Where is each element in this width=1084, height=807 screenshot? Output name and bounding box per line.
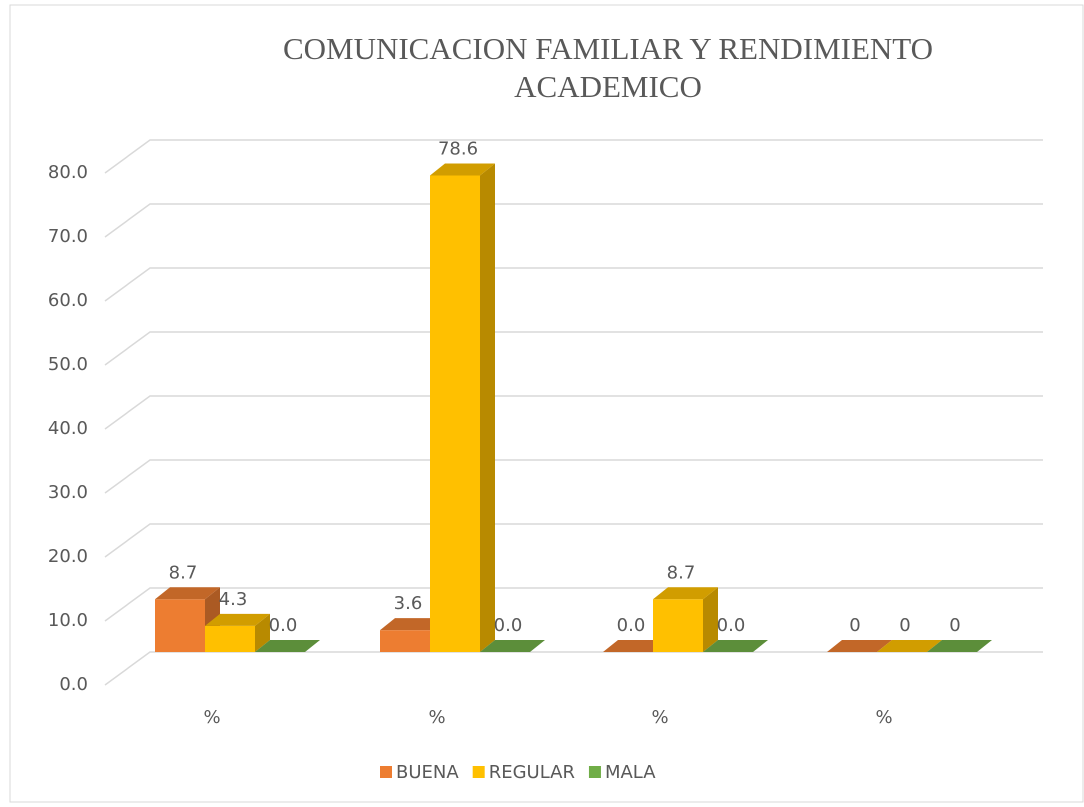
legend-swatch [588, 766, 601, 778]
bar [703, 640, 768, 652]
data-label: 0.0 [494, 615, 523, 636]
bar-face [255, 613, 270, 652]
bar-face [703, 640, 768, 652]
bar-face [653, 599, 703, 652]
bar-face [927, 640, 992, 652]
bar-face [827, 640, 892, 652]
grid-line [104, 587, 1043, 622]
bar-face [205, 625, 255, 652]
legend-label: BUENA [396, 762, 459, 783]
chart-border [9, 4, 1084, 803]
y-tick-label: 70.0 [48, 226, 88, 247]
y-tick-label: 80.0 [48, 162, 88, 183]
x-tick-label: % [203, 707, 220, 728]
bar-face [877, 640, 942, 652]
y-tick-label: 10.0 [48, 610, 88, 631]
x-tick-label: % [651, 707, 668, 728]
bar [927, 640, 992, 652]
bar-face [653, 587, 718, 600]
bar-face [205, 613, 270, 626]
grid-line [104, 523, 1043, 558]
bar-face [380, 618, 445, 631]
bar [603, 640, 668, 652]
legend-label: MALA [605, 762, 656, 783]
grid-line [104, 203, 1043, 238]
data-label: 0 [899, 615, 910, 636]
data-label: 0.0 [617, 615, 646, 636]
bar-face [480, 163, 495, 653]
bar-face [430, 163, 495, 176]
bar [205, 613, 270, 652]
data-label: 3.6 [394, 593, 423, 614]
bar [653, 587, 718, 652]
y-tick-label: 0.0 [59, 674, 88, 695]
bar [430, 163, 495, 653]
bar [255, 640, 320, 652]
data-label: 8.7 [667, 562, 696, 583]
data-label: 0 [849, 615, 860, 636]
bar-face [703, 587, 718, 652]
data-label: 4.3 [219, 589, 248, 610]
x-tick-label: % [428, 707, 445, 728]
bar-face [255, 640, 320, 652]
legend-label: REGULAR [489, 762, 575, 783]
grid-line [104, 395, 1043, 430]
legend-swatch [472, 766, 485, 778]
chart-title: COMUNICACION FAMILIAR Y RENDIMIENTO ACAD… [282, 31, 934, 104]
bar-face [155, 587, 220, 600]
data-label: 0.0 [269, 615, 298, 636]
grid-line [104, 651, 1043, 686]
y-tick-label: 30.0 [48, 482, 88, 503]
data-label: 0 [949, 615, 960, 636]
grid-line [104, 459, 1043, 494]
bar [480, 640, 545, 652]
bar-face [480, 640, 545, 652]
grid-line [104, 267, 1043, 302]
y-tick-label: 60.0 [48, 290, 88, 311]
y-tick-label: 50.0 [48, 354, 88, 375]
y-tick-label: 20.0 [48, 546, 88, 567]
data-label: 0.0 [717, 615, 746, 636]
bar-face [430, 175, 480, 653]
grid-line [104, 331, 1043, 366]
bar-face [380, 630, 430, 652]
grid-line [104, 139, 1043, 174]
bar [877, 640, 942, 652]
y-tick-label: 40.0 [48, 418, 88, 439]
data-label: 8.7 [169, 562, 198, 583]
legend-swatch [380, 766, 392, 778]
bar-face [155, 599, 205, 652]
x-tick-label: % [875, 707, 892, 728]
bar-face [603, 640, 668, 652]
data-label: 78.6 [438, 138, 478, 159]
bar [827, 640, 892, 652]
